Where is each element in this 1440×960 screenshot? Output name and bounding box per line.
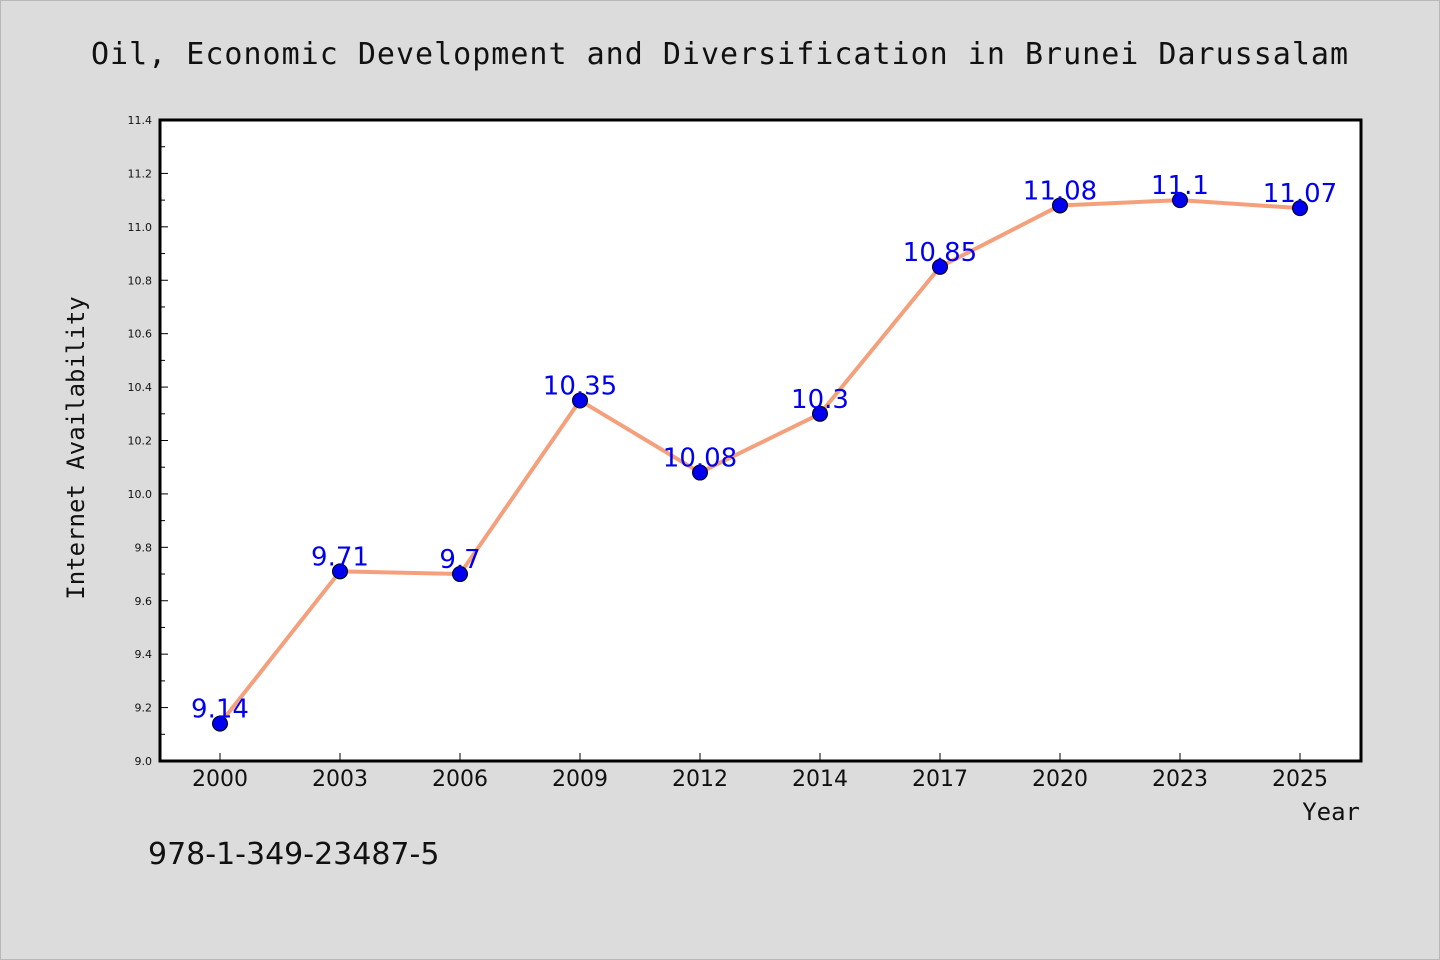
data-point [212,715,228,732]
data-label: 11.08 [1023,176,1097,206]
data-label: 9.7 [439,545,480,575]
data-label-layer: 9.14 9.71 9.7 10.35 10.08 10.3 10.85 11.08 11.1 1… [191,171,1337,724]
data-point [1052,197,1068,214]
x-axis-label: Year [1302,798,1360,826]
data-label: 10.85 [903,238,977,268]
x-tick-label: 2006 [432,767,488,792]
data-point [812,405,828,422]
data-label: 10.08 [663,444,737,474]
x-tick-label: 2014 [792,767,848,792]
y-tick-label: 10.2 [128,435,153,448]
y-tick-label: 11.4 [128,114,153,127]
x-tick-label: 2000 [192,767,248,792]
data-label: 11.1 [1151,171,1209,201]
data-point [1292,200,1308,217]
data-label: 11.07 [1263,179,1337,209]
data-point [932,258,948,275]
x-axis: 2000 2003 2006 2009 2012 2014 2017 2020 2023 2025 [192,753,1328,792]
x-tick-label: 2025 [1272,767,1328,792]
y-tick-label: 9.4 [135,648,153,661]
x-tick-label: 2009 [552,767,608,792]
data-label: 9.71 [311,542,369,572]
data-label: 10.3 [791,385,849,415]
data-point [572,392,588,409]
data-point [452,566,468,583]
y-axis: 9.0 9.2 9.4 9.6 9.8 10.0 10.2 10.4 10.6 10.8 11.0 1… [128,114,168,768]
y-tick-label: 10.8 [128,274,153,287]
series-line [218,198,1301,725]
series-layer [212,192,1308,732]
data-label: 10.35 [543,371,617,401]
data-point [332,563,348,580]
y-tick-label: 9.6 [135,595,153,608]
y-axis-label: Internet Availability [62,296,90,599]
data-label: 9.14 [191,695,249,725]
y-tick-label: 10.6 [128,328,153,341]
data-point [692,464,708,481]
plot-area [158,118,1363,763]
chart-title: Oil, Economic Development and Diversific… [91,37,1349,72]
x-tick-label: 2017 [912,767,968,792]
y-tick-label: 10.4 [128,381,153,394]
isbn-label: 978-1-349-23487-5 [148,837,439,872]
y-tick-label: 9.8 [135,541,153,554]
y-tick-label: 9.2 [135,702,153,715]
x-tick-label: 2023 [1152,767,1208,792]
data-point [1172,192,1188,209]
x-tick-label: 2003 [312,767,368,792]
x-tick-label: 2020 [1032,767,1088,792]
y-tick-label: 10.0 [128,488,153,501]
y-tick-label: 9.0 [135,755,153,768]
y-tick-label: 11.0 [128,221,153,234]
x-tick-label: 2012 [672,767,728,792]
y-tick-label: 11.2 [128,167,153,180]
